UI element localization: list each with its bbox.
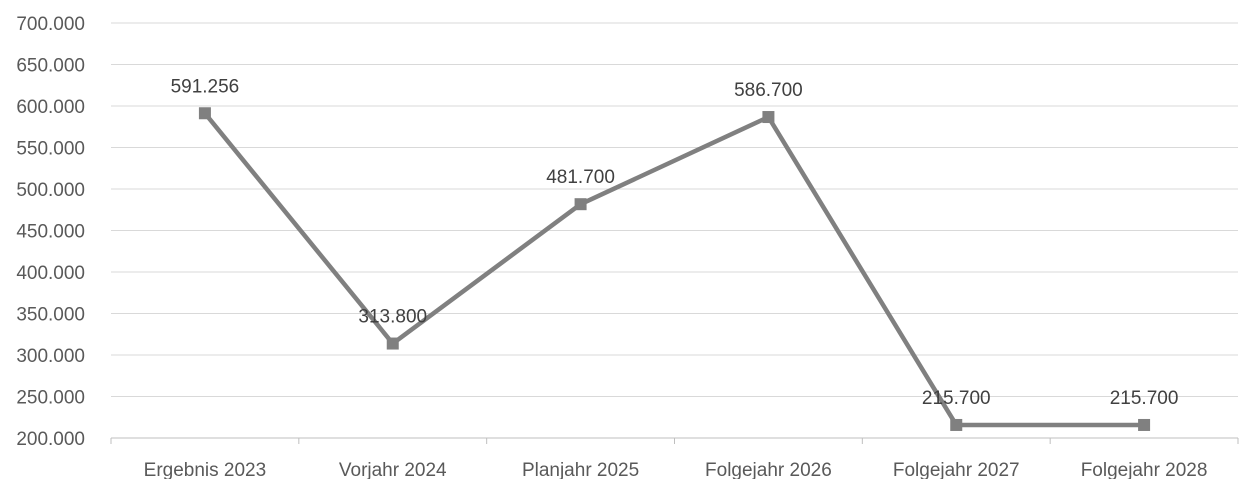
data-label: 313.800 xyxy=(358,307,427,328)
y-tick-label: 500.000 xyxy=(16,180,85,201)
data-label: 215.700 xyxy=(1110,388,1179,409)
series-markers xyxy=(198,107,1151,431)
data-label: 586.700 xyxy=(734,80,803,101)
series-line xyxy=(203,111,1145,428)
data-point-marker xyxy=(950,418,963,431)
gridlines xyxy=(111,22,1238,397)
data-label: 481.700 xyxy=(546,167,615,188)
data-point-marker xyxy=(574,198,587,211)
axes xyxy=(110,437,1239,444)
y-tick-label: 550.000 xyxy=(16,139,85,160)
y-tick-label: 250.000 xyxy=(16,388,85,409)
y-axis-tick-labels: 200.000 250.000 300.000 350.000 400.000 450.0… xyxy=(16,14,85,450)
y-tick-label: 350.000 xyxy=(16,305,85,326)
x-tick-label: Vorjahr 2024 xyxy=(339,460,447,479)
y-tick-label: 600.000 xyxy=(16,97,85,118)
series-polyline xyxy=(203,111,1145,428)
y-tick-label: 400.000 xyxy=(16,263,85,284)
data-labels: 591.256 313.800 481.700 586.700 215.700 215.7… xyxy=(171,76,1179,409)
y-tick-label: 650.000 xyxy=(16,56,85,77)
data-label: 215.700 xyxy=(922,388,991,409)
data-label: 591.256 xyxy=(171,76,240,97)
data-point-marker xyxy=(198,107,211,120)
data-point-marker xyxy=(762,111,775,124)
x-tick-label: Folgejahr 2027 xyxy=(893,460,1020,479)
y-tick-label: 200.000 xyxy=(16,429,85,450)
y-tick-label: 700.000 xyxy=(16,14,85,35)
y-tick-label: 300.000 xyxy=(16,346,85,367)
y-tick-label: 450.000 xyxy=(16,222,85,243)
x-tick-label: Folgejahr 2028 xyxy=(1081,460,1208,479)
x-tick-label: Planjahr 2025 xyxy=(522,460,639,479)
x-axis-tick-labels: Ergebnis 2023 Vorjahr 2024 Planjahr 2025 Fo… xyxy=(144,460,1208,481)
data-point-marker xyxy=(386,337,399,350)
data-point-marker xyxy=(1138,418,1151,431)
x-tick-label: Ergebnis 2023 xyxy=(144,460,267,479)
x-tick-label: Folgejahr 2026 xyxy=(705,460,832,479)
